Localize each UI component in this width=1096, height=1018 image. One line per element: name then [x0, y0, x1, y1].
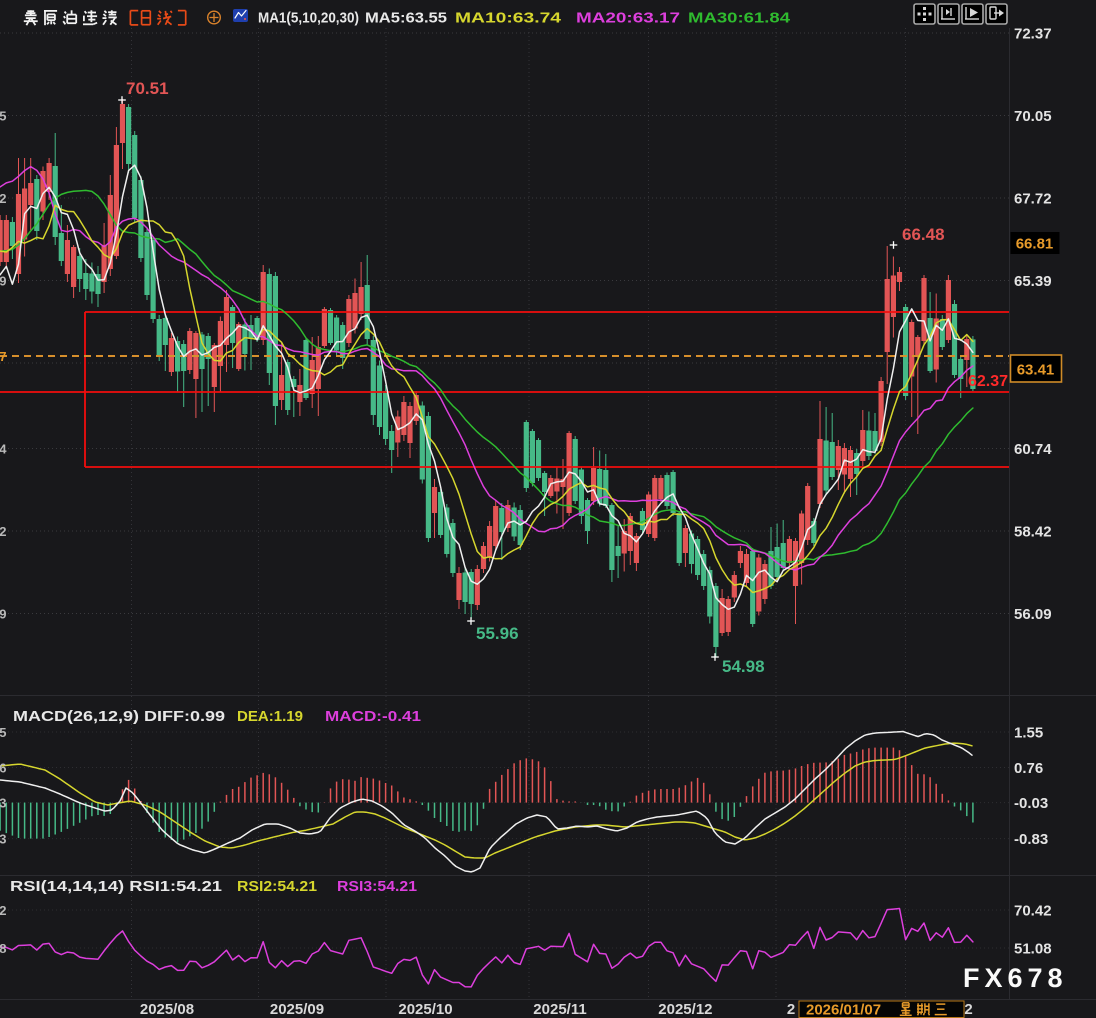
svg-text:2026/01/07: 2026/01/07: [806, 1002, 881, 1018]
svg-text:2025/10: 2025/10: [398, 1001, 452, 1018]
svg-text:5: 5: [0, 109, 7, 124]
svg-text:RSI3:54.21: RSI3:54.21: [337, 878, 417, 895]
svg-text:2: 2: [964, 1001, 972, 1018]
svg-text:MACD(26,12,9) DIFF:0.99: MACD(26,12,9) DIFF:0.99: [13, 708, 225, 725]
svg-text:56.09: 56.09: [1014, 606, 1052, 623]
svg-text:2025/08: 2025/08: [140, 1001, 194, 1018]
svg-text:MACD:-0.41: MACD:-0.41: [325, 708, 421, 725]
svg-text:9: 9: [0, 607, 7, 622]
svg-text:-0.03: -0.03: [1014, 795, 1048, 812]
svg-text:9: 9: [0, 274, 7, 289]
svg-text:66.81: 66.81: [1016, 236, 1054, 253]
svg-text:2: 2: [0, 524, 7, 539]
svg-text:2: 2: [0, 903, 7, 918]
svg-text:72.37: 72.37: [1014, 26, 1052, 43]
svg-text:MA20:63.17: MA20:63.17: [576, 10, 680, 27]
svg-text:65.39: 65.39: [1014, 273, 1052, 290]
svg-text:2025/09: 2025/09: [270, 1001, 324, 1018]
svg-text:2: 2: [787, 1001, 795, 1018]
svg-text:2025/12: 2025/12: [658, 1001, 712, 1018]
svg-text:54.98: 54.98: [722, 657, 765, 676]
svg-text:5: 5: [0, 725, 7, 740]
svg-text:6: 6: [0, 761, 7, 776]
svg-text:55.96: 55.96: [476, 624, 519, 643]
svg-text:FX678: FX678: [963, 963, 1068, 993]
svg-text:70.51: 70.51: [126, 79, 169, 98]
svg-text:-0.83: -0.83: [1014, 831, 1048, 848]
svg-text:62.37: 62.37: [968, 373, 1008, 390]
svg-text:MA30:61.84: MA30:61.84: [688, 10, 791, 27]
svg-text:8: 8: [0, 941, 7, 956]
svg-text:2: 2: [0, 191, 7, 206]
svg-text:67.72: 67.72: [1014, 191, 1052, 208]
svg-text:7: 7: [0, 349, 7, 364]
svg-text:70.05: 70.05: [1014, 108, 1052, 125]
svg-text:58.42: 58.42: [1014, 524, 1052, 541]
svg-text:2025/11: 2025/11: [533, 1001, 586, 1018]
svg-text:3: 3: [0, 796, 7, 811]
svg-text:3: 3: [0, 832, 7, 847]
svg-text:DEA:1.19: DEA:1.19: [237, 708, 303, 725]
svg-text:60.74: 60.74: [1014, 441, 1052, 458]
svg-text:0.76: 0.76: [1014, 760, 1043, 777]
svg-text:MA1(5,10,20,30): MA1(5,10,20,30): [258, 10, 359, 27]
svg-text:RSI2:54.21: RSI2:54.21: [237, 878, 317, 895]
svg-text:70.42: 70.42: [1014, 903, 1052, 920]
svg-text:1.55: 1.55: [1014, 725, 1043, 742]
svg-text:63.41: 63.41: [1017, 362, 1055, 379]
svg-text:66.48: 66.48: [902, 225, 945, 244]
svg-text:51.08: 51.08: [1014, 941, 1052, 958]
svg-text:MA5:63.55: MA5:63.55: [365, 10, 447, 27]
svg-text:RSI(14,14,14) RSI1:54.21: RSI(14,14,14) RSI1:54.21: [10, 878, 222, 895]
svg-text:MA10:63.74: MA10:63.74: [455, 10, 562, 27]
svg-text:4: 4: [0, 442, 7, 457]
